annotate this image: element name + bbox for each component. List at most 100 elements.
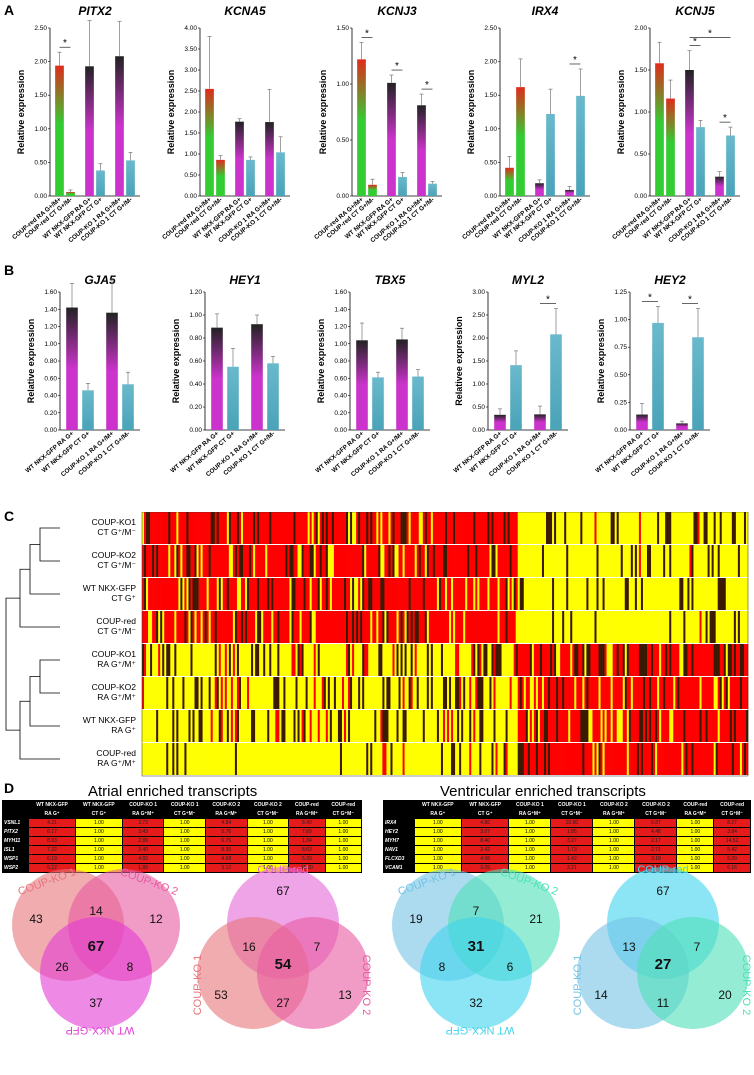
- chart-title: KCNJ3: [377, 4, 417, 18]
- table-cell: 2.71: [634, 845, 678, 855]
- significance-star: *: [425, 80, 429, 91]
- table-cell: 1.00: [676, 836, 715, 846]
- heatmap-row-label: COUP-KO1: [92, 517, 137, 527]
- venn-circle: [420, 917, 532, 1029]
- table-row: ISL1 7.22 1.00 3.40 1.00 8.35 1.00 8.63 1.00: [1, 845, 363, 855]
- dendrogram: [5, 527, 60, 760]
- y-tick-label: 1.50: [634, 67, 647, 74]
- gene-name: NAV1: [383, 845, 415, 855]
- heatmap-row: [142, 743, 749, 775]
- table-row: MYH7 1.00 8.40 1.00 3.27 1.00 2.17 1.00 14.52: [383, 836, 751, 846]
- bar: [655, 63, 664, 196]
- y-tick-label: 0.20: [189, 404, 202, 411]
- table-cell: 2.42: [460, 845, 510, 855]
- chart-title: IRX4: [532, 4, 559, 18]
- table-row: WSP2 5.12 1.00 1.88 1.00 3.12 1.00 11.20 1.00: [1, 863, 363, 873]
- significance-star: *: [723, 113, 727, 124]
- panel-label-c: C: [4, 508, 15, 524]
- heatmap-row-label: COUP-KO1: [92, 649, 137, 659]
- bar: [126, 160, 135, 196]
- gene-name: WSP2: [1, 863, 30, 873]
- bar: [685, 70, 694, 196]
- y-tick-label: 0.25: [614, 399, 627, 406]
- table-cell: 4.21: [28, 818, 76, 828]
- y-tick-label: 2.00: [634, 25, 647, 32]
- table-header: COUP-red: [324, 800, 363, 810]
- y-tick-label: 1.40: [44, 306, 57, 313]
- table-cell: 8.40: [460, 836, 510, 846]
- venn-count: 6: [507, 960, 514, 974]
- y-tick-label: 2.50: [34, 25, 47, 32]
- table-subheader: RA G⁺M⁺: [288, 809, 326, 819]
- heatmap-row: [142, 677, 749, 709]
- chart-kcna5: KCNA5 Relative expression 0.00 0.50 1.00 1.50…: [161, 4, 290, 244]
- table-cell: 1.00: [413, 845, 463, 855]
- venn-count: 31: [468, 938, 485, 955]
- y-tick-label: 0.50: [472, 404, 485, 411]
- table-cell: 1.00: [592, 818, 636, 828]
- table-cell: 1.00: [163, 818, 206, 828]
- venn-count: 11: [657, 996, 670, 1010]
- table-cell: 1.00: [592, 836, 636, 846]
- gene-name: PITX2: [1, 827, 30, 837]
- y-tick-label: 1.50: [484, 92, 497, 99]
- bar: [211, 327, 223, 430]
- bar: [565, 189, 574, 196]
- significance-star: *: [648, 292, 652, 303]
- y-axis-label: Relative expression: [616, 70, 626, 155]
- atrial-title: Atrial enriched transcripts: [88, 783, 258, 800]
- table-cell: 1.34: [288, 836, 326, 846]
- table-cell: 14.52: [713, 836, 751, 846]
- table-cell: 1.00: [163, 845, 206, 855]
- table-subheader: RA G⁺M⁺: [121, 809, 165, 819]
- y-axis-label: Relative expression: [596, 319, 606, 404]
- y-tick-label: 0.00: [472, 427, 485, 434]
- bar: [66, 307, 78, 430]
- bar: [115, 56, 124, 196]
- bar: [715, 176, 724, 196]
- y-tick-label: 0.50: [484, 159, 497, 166]
- table-cell: 1.00: [163, 836, 206, 846]
- venn-count: 7: [314, 940, 321, 954]
- y-tick-label: 1.00: [334, 341, 347, 348]
- y-tick-label: 0.00: [189, 427, 202, 434]
- table-header: COUP-KO 2: [246, 800, 290, 810]
- chart-gja5: GJA5 Relative expression 0.00 0.20 0.40 0.60 0…: [24, 273, 140, 478]
- y-tick-label: 0.50: [184, 172, 197, 179]
- gene-name: IRX4: [383, 818, 415, 828]
- table-cell: 6.16: [713, 863, 751, 873]
- significance-star: *: [395, 61, 399, 72]
- y-tick-label: 0.40: [44, 393, 57, 400]
- table-cell: 1.00: [246, 818, 290, 828]
- y-tick-label: 0.00: [334, 427, 347, 434]
- y-tick-label: 1.50: [336, 25, 349, 32]
- venn-count: 54: [275, 956, 292, 973]
- venn-count: 7: [694, 940, 701, 954]
- bar: [417, 105, 426, 196]
- table-cell: 3.09: [460, 863, 510, 873]
- bar: [428, 183, 437, 196]
- chart-kcnj5: KCNJ5 Relative expression 0.00 0.50 1.00 1.50…: [611, 4, 740, 244]
- table-cell: 1.00: [324, 836, 363, 846]
- table-row: HEY2 1.00 3.07 1.00 1.85 1.00 4.48 1.00 3.84: [383, 827, 751, 837]
- bar: [368, 184, 377, 196]
- y-tick-label: 1.00: [184, 151, 197, 158]
- bar: [356, 340, 368, 430]
- venn-count: 13: [338, 988, 352, 1002]
- table-subheader: CT G⁺M⁻: [713, 809, 751, 819]
- venn-set-label: WT NKX-GFP: [446, 1024, 515, 1036]
- table-header: WT NKX-GFP: [74, 800, 123, 810]
- table-subheader: CT G⁺M⁻: [550, 809, 594, 819]
- table-subheader: RA G⁺: [413, 809, 463, 819]
- y-tick-label: 1.60: [44, 289, 57, 296]
- y-tick-label: 2.50: [472, 312, 485, 319]
- heatmap-row-label: COUP-KO2: [92, 682, 137, 692]
- y-tick-label: 0.80: [334, 358, 347, 365]
- table-cell: 1.00: [163, 827, 206, 837]
- table-cell: 5.42: [713, 845, 751, 855]
- heatmap-row-label: WT NKX-GFP: [83, 715, 137, 725]
- table-cell: 1.00: [508, 836, 552, 846]
- heatmap-row-sublabel: RA G⁺/M⁺: [97, 659, 136, 669]
